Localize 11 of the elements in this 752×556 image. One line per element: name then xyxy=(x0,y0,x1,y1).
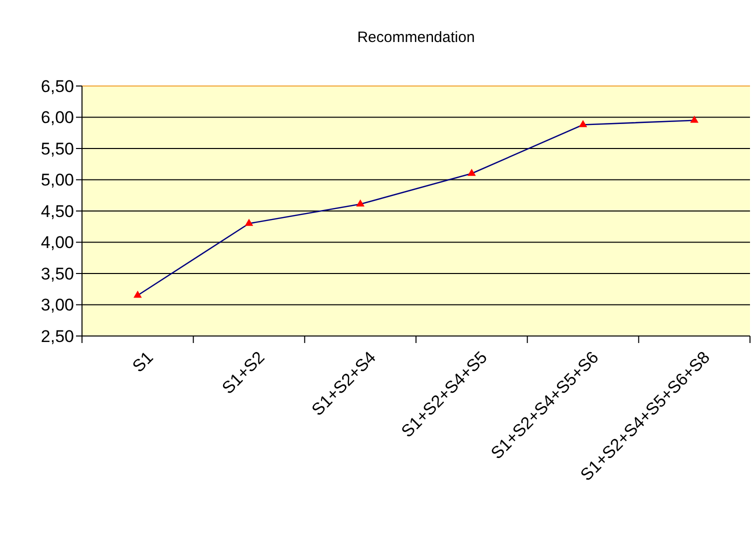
y-tick-label: 3,00 xyxy=(40,296,74,315)
y-tick-label: 5,50 xyxy=(40,139,74,158)
y-tick-label: 2,50 xyxy=(40,326,74,346)
y-tick-label: 6,00 xyxy=(40,108,74,128)
y-tick-label: 4,00 xyxy=(40,233,74,252)
y-tick-label: 3,50 xyxy=(40,264,74,284)
chart-title: Recommendation xyxy=(357,29,475,46)
x-tick-label: S1 xyxy=(128,348,157,376)
y-tick-label: 6,50 xyxy=(40,76,74,96)
y-tick-label: 5,00 xyxy=(40,170,74,190)
y-tick-label: 4,50 xyxy=(40,202,74,221)
